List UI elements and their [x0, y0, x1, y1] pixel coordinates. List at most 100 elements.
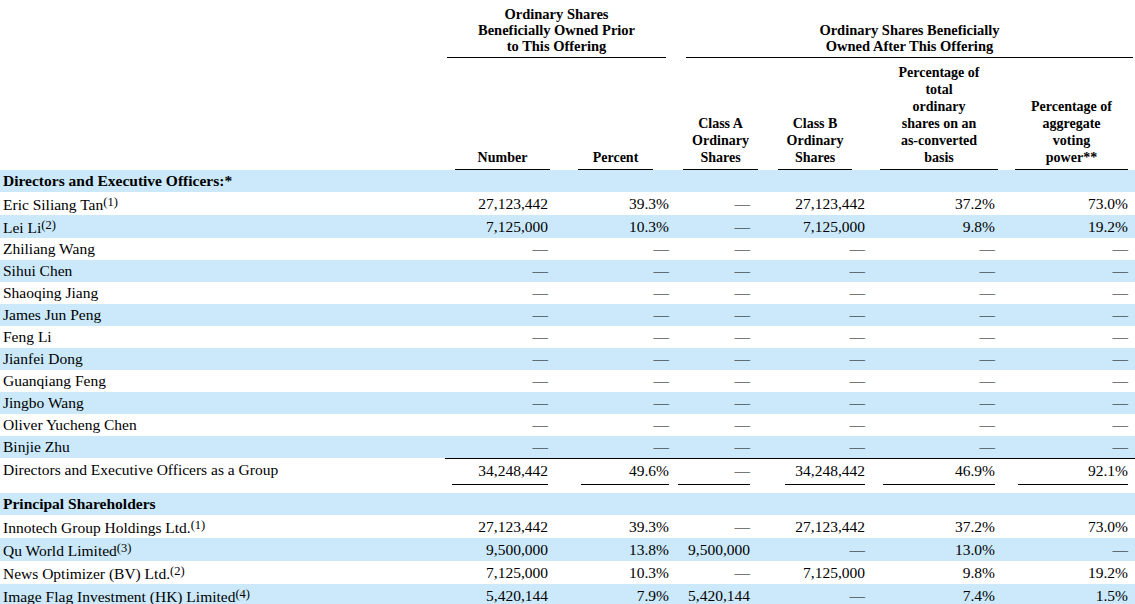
cell-pct-total-shares: —	[870, 260, 1005, 282]
cell-percent: —	[560, 304, 672, 326]
cell-percent: —	[560, 260, 672, 282]
cell-pct-voting-power: —	[1005, 348, 1135, 370]
cell-number: 27,123,442	[445, 515, 560, 538]
cell-pct-voting-power: —	[1005, 326, 1135, 348]
beneficial-ownership-page: Ordinary Shares Beneficially Owned Prior…	[0, 0, 1135, 604]
cell-number: 27,123,442	[445, 192, 560, 215]
column-header-percent-label: Percent	[578, 149, 653, 166]
row-label-text: James Jun Peng	[3, 306, 101, 323]
cell-class-b-shares: —	[758, 238, 870, 260]
cell-class-a-shares: —	[672, 326, 758, 348]
ownership-table: Ordinary Shares Beneficially Owned Prior…	[0, 0, 1135, 604]
table-row: Lei Li(2)7,125,00010.3%—7,125,0009.8%19.…	[0, 215, 1135, 238]
row-label-text: Shaoqing Jiang	[3, 284, 98, 301]
group-header-underline: Ordinary Shares Beneficially Owned Prior…	[447, 6, 666, 58]
row-label: Qu World Limited(3)	[0, 538, 445, 561]
table-row: Innotech Group Holdings Ltd.(1) 27,123,44…	[0, 515, 1135, 538]
row-label: Guanqiang Feng	[0, 370, 445, 392]
cell-class-a-shares: —	[672, 436, 758, 458]
table-body: Directors and Executive Officers:* Eric S…	[0, 170, 1135, 604]
cell-pct-total-shares: —	[870, 436, 1005, 458]
cell-pct-voting-power: 19.2%	[1005, 215, 1135, 238]
cell-pct-voting-power: 73.0%	[1005, 515, 1135, 538]
total-value-underlined: 34,248,442	[452, 461, 548, 485]
cell-class-a-shares: —	[672, 282, 758, 304]
cell-pct-total-shares: —	[870, 326, 1005, 348]
cell-pct-voting-power: —	[1005, 538, 1135, 561]
row-label-text: Jingbo Wang	[3, 394, 84, 411]
row-label: Jingbo Wang	[0, 392, 445, 414]
cell-pct-voting-power: 1.5%	[1005, 584, 1135, 604]
column-header-class-b: Class B Ordinary Shares	[758, 58, 870, 170]
cell-number: —	[445, 436, 560, 458]
section-header-row: Principal Shareholders	[0, 493, 1135, 515]
cell-percent: —	[560, 238, 672, 260]
cell-class-b-shares: —	[758, 392, 870, 414]
column-header-number-label: Number	[455, 149, 550, 166]
column-header-class-a-label: Class A Ordinary Shares	[683, 115, 758, 166]
cell-number: 7,125,000	[445, 215, 560, 238]
cell-pct-voting-power: —	[1005, 392, 1135, 414]
footnote-marker: (2)	[41, 218, 56, 232]
row-label-text: Qu World Limited	[3, 542, 117, 559]
footnote-marker: (1)	[191, 518, 206, 532]
row-label-text: Sihui Chen	[3, 262, 72, 279]
column-header-number: Number	[445, 58, 560, 170]
table-row: Shaoqing Jiang——————	[0, 282, 1135, 304]
cell-class-a-shares: 9,500,000	[672, 538, 758, 561]
row-label-text: Principal Shareholders	[3, 495, 156, 512]
cell-pct-total-shares: 37.2%	[870, 192, 1005, 215]
cell-class-b-shares: —	[758, 326, 870, 348]
row-label: Zhiliang Wang	[0, 238, 445, 260]
column-header-class-b-label: Class B Ordinary Shares	[778, 115, 852, 166]
cell-class-b-shares: —	[758, 370, 870, 392]
total-value-underlined: 49.6%	[581, 461, 669, 485]
cell-class-a-shares: —	[672, 304, 758, 326]
table-row: Zhiliang Wang——————	[0, 238, 1135, 260]
row-label-text: Guanqiang Feng	[3, 372, 106, 389]
cell-number: —	[445, 392, 560, 414]
cell-pct-voting-power: 19.2%	[1005, 561, 1135, 584]
total-value-underlined: 92.1%	[1018, 461, 1128, 485]
section-header-row: Directors and Executive Officers:*	[0, 170, 1135, 192]
row-label: News Optimizer (BV) Ltd.(2)	[0, 561, 445, 584]
cell-class-a-shares: —	[672, 392, 758, 414]
cell-class-a-shares: 5,420,144	[672, 584, 758, 604]
name-column-spacer	[0, 0, 445, 58]
cell-class-a-shares: —	[672, 348, 758, 370]
cell-pct-voting-power: —	[1005, 370, 1135, 392]
row-label: Binjie Zhu	[0, 436, 445, 458]
cell-class-b-shares: —	[758, 348, 870, 370]
row-label: Directors and Executive Officers as a Gr…	[0, 458, 445, 493]
row-label-text: Innotech Group Holdings Ltd.	[3, 519, 191, 536]
footnote-marker: (1)	[103, 195, 118, 209]
cell-pct-voting-power: —	[1005, 260, 1135, 282]
group-header-row: Ordinary Shares Beneficially Owned Prior…	[0, 0, 1135, 58]
row-label: Oliver Yucheng Chen	[0, 414, 445, 436]
row-label-text: Eric Siliang Tan	[3, 196, 103, 213]
cell-class-b-shares: —	[758, 538, 870, 561]
group-header-after-offering: Ordinary Shares Beneficially Owned After…	[672, 0, 1135, 58]
cell-percent: —	[560, 348, 672, 370]
table-row: James Jun Peng——————	[0, 304, 1135, 326]
cell-number: —	[445, 304, 560, 326]
row-label-text: Zhiliang Wang	[3, 240, 95, 257]
cell-class-a-shares: —	[672, 561, 758, 584]
row-label-text: Image Flag Investment (HK) Limited	[3, 588, 235, 604]
cell-pct-total-shares: —	[870, 238, 1005, 260]
table-row: News Optimizer (BV) Ltd.(2)7,125,00010.3…	[0, 561, 1135, 584]
column-header-class-a: Class A Ordinary Shares	[672, 58, 758, 170]
table-row: Qu World Limited(3)9,500,00013.8%9,500,0…	[0, 538, 1135, 561]
cell-pct-total-shares: 37.2%	[870, 515, 1005, 538]
cell-percent: 7.9%	[560, 584, 672, 604]
group-header-prior-label: Ordinary Shares Beneficially Owned Prior…	[457, 6, 657, 54]
cell-pct-voting-power: 73.0%	[1005, 192, 1135, 215]
cell-class-b-shares: —	[758, 304, 870, 326]
cell-percent: 13.8%	[560, 538, 672, 561]
cell-percent: 10.3%	[560, 215, 672, 238]
row-label-text: Directors and Executive Officers as a Gr…	[3, 461, 278, 478]
total-row: Directors and Executive Officers as a Gr…	[0, 458, 1135, 493]
cell-pct-total-shares: —	[870, 304, 1005, 326]
cell-pct-total-shares: 9.8%	[870, 561, 1005, 584]
cell-percent: 39.3%	[560, 192, 672, 215]
